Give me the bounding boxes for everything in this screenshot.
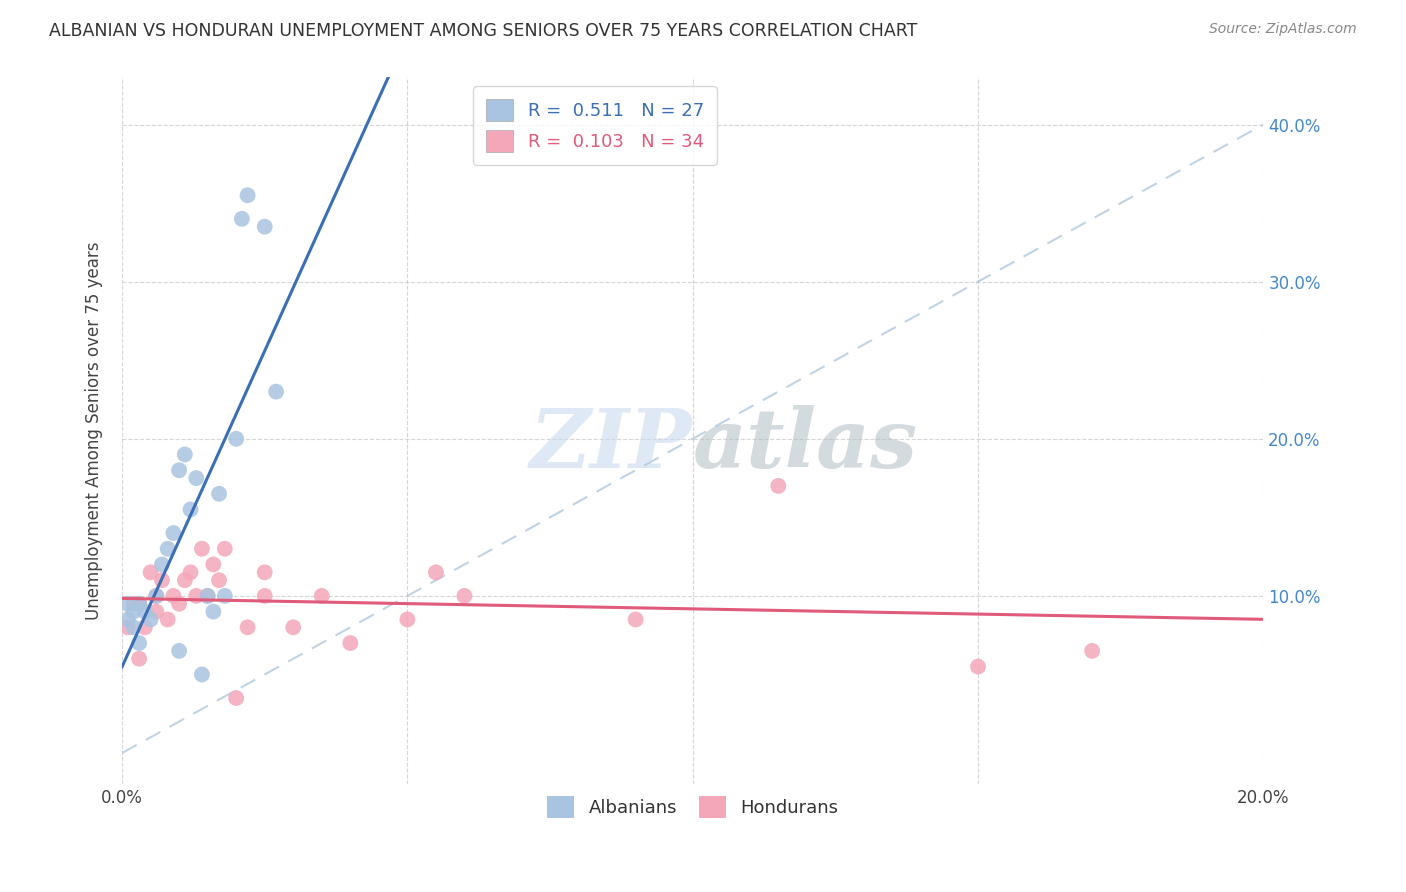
Point [253,589,276,603]
Point [225,432,247,446]
Text: atlas: atlas [693,405,918,485]
Point [173,448,195,462]
Point [202,605,225,619]
Point [167,644,190,658]
Point [122,605,145,619]
Point [186,589,208,603]
Point [197,589,219,603]
Point [139,612,162,626]
Point [1081,644,1104,658]
Point [191,667,214,681]
Text: Source: ZipAtlas.com: Source: ZipAtlas.com [1209,22,1357,37]
Point [208,487,231,501]
Point [167,597,190,611]
Point [128,636,150,650]
Point [173,573,195,587]
Point [167,463,190,477]
Text: ZIP: ZIP [530,405,693,485]
Point [145,605,167,619]
Point [150,573,173,587]
Point [139,566,162,580]
Point [283,620,305,634]
Point [197,589,219,603]
Point [134,605,156,619]
Point [967,659,990,673]
Point [231,211,253,226]
Point [128,597,150,611]
Point [202,558,225,572]
Point [236,620,259,634]
Point [117,612,139,626]
Point [128,597,150,611]
Point [264,384,287,399]
Point [122,597,145,611]
Point [162,589,184,603]
Y-axis label: Unemployment Among Seniors over 75 years: Unemployment Among Seniors over 75 years [86,242,103,620]
Point [122,620,145,634]
Point [396,612,419,626]
Point [624,612,647,626]
Legend: Albanians, Hondurans: Albanians, Hondurans [540,789,845,825]
Point [156,541,179,556]
Point [186,471,208,485]
Point [425,566,447,580]
Point [162,526,184,541]
Point [214,589,236,603]
Point [128,652,150,666]
Point [191,541,214,556]
Text: ALBANIAN VS HONDURAN UNEMPLOYMENT AMONG SENIORS OVER 75 YEARS CORRELATION CHART: ALBANIAN VS HONDURAN UNEMPLOYMENT AMONG … [49,22,918,40]
Point [236,188,259,202]
Point [150,558,173,572]
Point [253,566,276,580]
Point [225,691,247,706]
Point [208,573,231,587]
Point [180,502,202,516]
Point [117,620,139,634]
Point [311,589,333,603]
Point [117,597,139,611]
Point [145,589,167,603]
Point [453,589,475,603]
Point [214,541,236,556]
Point [180,566,202,580]
Point [145,589,167,603]
Point [768,479,790,493]
Point [253,219,276,234]
Point [339,636,361,650]
Point [156,612,179,626]
Point [134,620,156,634]
